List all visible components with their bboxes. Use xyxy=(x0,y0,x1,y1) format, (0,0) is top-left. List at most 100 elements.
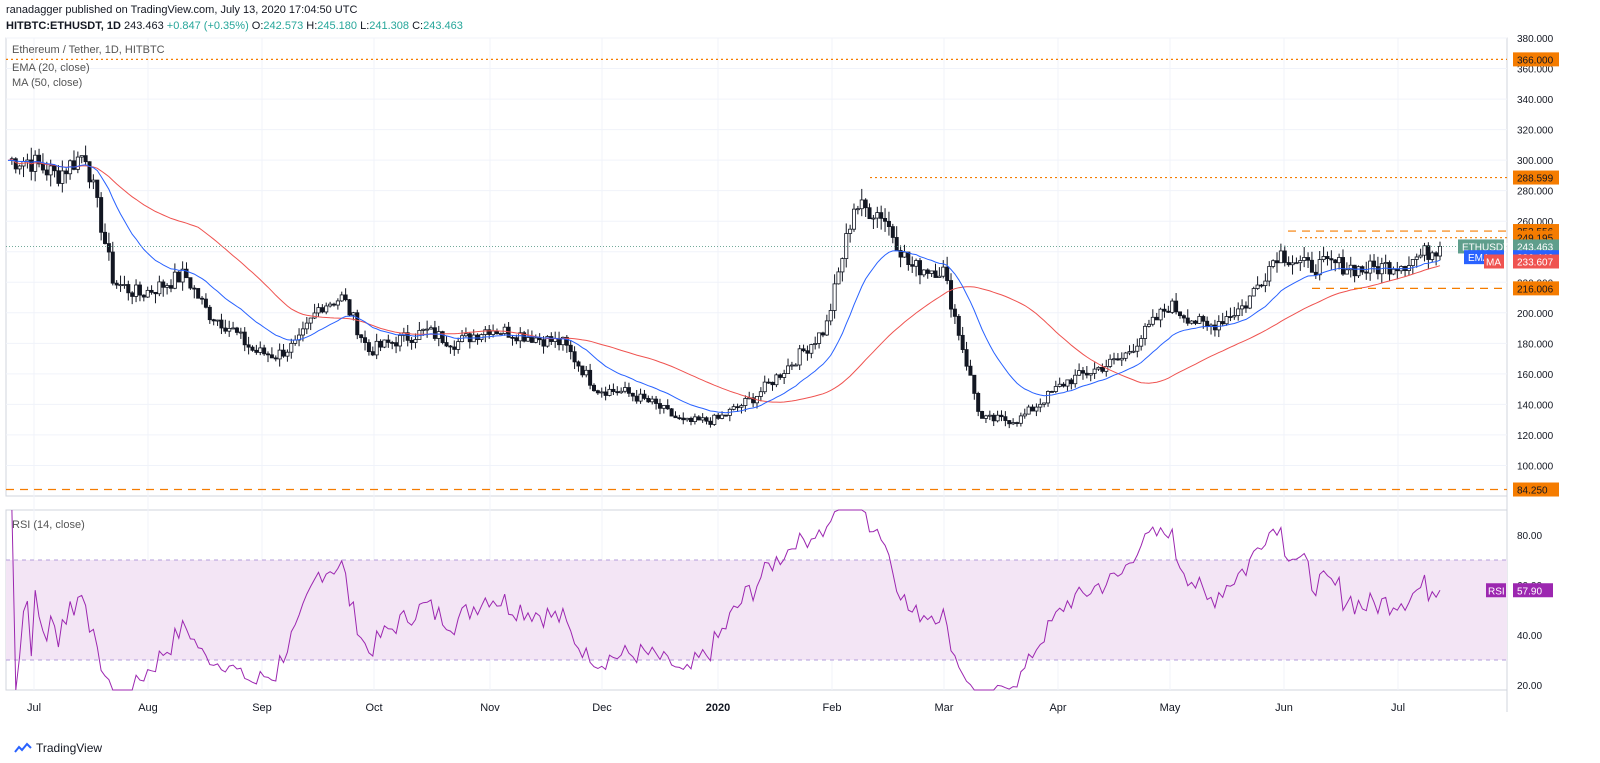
ma-tag-label: MA xyxy=(1486,257,1501,268)
candle-body xyxy=(991,414,996,422)
candle-body xyxy=(1088,373,1093,376)
candle-body xyxy=(1418,254,1423,258)
candle-body xyxy=(883,217,888,222)
chart-title: Ethereum / Tether, 1D, HITBTC xyxy=(12,44,165,56)
candle-body xyxy=(1290,262,1295,266)
candle-body xyxy=(429,327,434,330)
symbol-label: HITBTC:ETHUSDT, 1D xyxy=(6,20,121,32)
candle-body xyxy=(347,299,352,316)
candle-body xyxy=(576,361,581,367)
candle-body xyxy=(246,344,251,348)
candle-body xyxy=(1135,345,1140,352)
candle-body xyxy=(425,328,430,331)
candle-body xyxy=(37,154,42,165)
candle-body xyxy=(308,317,313,324)
candle-body xyxy=(207,306,212,321)
tradingview-brand[interactable]: TradingView xyxy=(14,741,102,755)
candle-body xyxy=(813,343,818,345)
x-tick-label: Nov xyxy=(480,702,500,714)
candle-body xyxy=(475,334,480,340)
candle-body xyxy=(320,307,325,313)
x-tick-label: Apr xyxy=(1049,702,1066,714)
candle-body xyxy=(126,284,131,294)
candle-body xyxy=(153,291,158,295)
open-value: 242.573 xyxy=(263,20,304,32)
candle-body xyxy=(1364,271,1369,274)
candle-body xyxy=(572,351,577,363)
price-level-label: 366.000 xyxy=(1517,55,1554,66)
candle-body xyxy=(751,397,756,404)
candle-body xyxy=(122,284,127,286)
candle-body xyxy=(665,405,670,410)
candle-body xyxy=(440,331,445,343)
candle-body xyxy=(502,326,507,334)
ema-legend[interactable]: EMA (20, close) xyxy=(12,62,90,74)
candle-body xyxy=(1251,288,1256,297)
candle-body xyxy=(945,266,950,281)
candle-body xyxy=(1193,320,1198,324)
candle-body xyxy=(960,334,965,350)
candle-body xyxy=(448,345,453,348)
symbol-tag-label: ETHUSDT xyxy=(1462,242,1509,253)
candle-body xyxy=(657,403,662,409)
candle-body xyxy=(103,231,108,244)
candle-body xyxy=(312,312,317,319)
candle-body xyxy=(1092,368,1097,374)
candle-body xyxy=(351,312,356,316)
candle-body xyxy=(1306,257,1311,261)
candle-body xyxy=(1046,391,1051,404)
ma-tag xyxy=(1484,254,1504,269)
candle-body xyxy=(564,336,569,346)
candle-body xyxy=(324,305,329,313)
low-value: 241.308 xyxy=(369,20,410,32)
candle-body xyxy=(514,337,519,342)
x-tick-label: Sep xyxy=(252,702,272,714)
ma-legend[interactable]: MA (50, close) xyxy=(12,77,83,89)
candle-body xyxy=(1267,266,1272,282)
price-level-label: 249.195 xyxy=(1517,234,1554,245)
price-level-label: 84.250 xyxy=(1517,486,1548,497)
candle-body xyxy=(409,339,414,343)
candle-body xyxy=(914,260,919,267)
candle-body xyxy=(1302,257,1307,261)
candle-body xyxy=(537,337,542,341)
candle-body xyxy=(1181,315,1186,319)
candle-body xyxy=(1053,386,1058,392)
candle-body xyxy=(642,393,647,399)
candle-body xyxy=(603,391,608,396)
x-tick-label: Aug xyxy=(138,702,158,714)
candle-body xyxy=(1321,256,1326,260)
y-tick-label: 280.000 xyxy=(1517,187,1554,198)
candle-body xyxy=(87,161,92,183)
candle-body xyxy=(526,337,531,342)
candle-body xyxy=(355,312,360,336)
candle-body xyxy=(828,310,833,322)
candle-body xyxy=(1368,260,1373,274)
candle-body xyxy=(786,365,791,374)
candle-body xyxy=(394,342,399,347)
rsi-legend[interactable]: RSI (14, close) xyxy=(12,519,85,531)
candle-body xyxy=(48,165,53,176)
candle-body xyxy=(176,271,181,283)
candle-body xyxy=(836,271,841,285)
candle-body xyxy=(1243,305,1248,309)
candle-body xyxy=(848,228,853,234)
candle-body xyxy=(110,251,115,284)
y-tick-label: 260.000 xyxy=(1517,217,1554,228)
candle-body xyxy=(541,339,546,347)
candle-body xyxy=(180,268,185,283)
candle-body xyxy=(863,199,868,209)
candle-body xyxy=(281,349,286,357)
candle-body xyxy=(1356,266,1361,277)
rsi-tag xyxy=(1486,583,1506,598)
candle-body xyxy=(262,347,267,355)
candle-body xyxy=(1205,320,1210,327)
candle-body xyxy=(1348,264,1353,271)
candle-body xyxy=(1372,260,1377,267)
candle-body xyxy=(250,346,255,351)
candle-body xyxy=(654,398,659,404)
candle-body xyxy=(778,374,783,378)
price-change: +0.847 (+0.35%) xyxy=(166,20,249,32)
published-line: ranadagger published on TradingView.com,… xyxy=(6,4,358,16)
